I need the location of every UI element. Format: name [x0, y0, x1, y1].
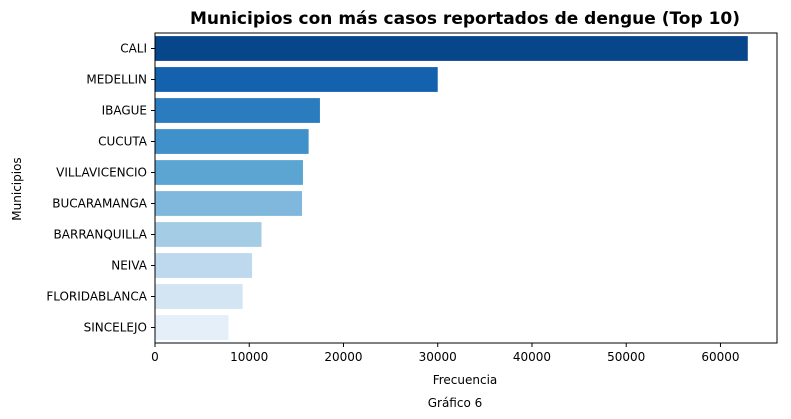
x-tick-label-20000: 20000: [324, 350, 362, 364]
y-tick-label-cucuta: CUCUTA: [98, 135, 148, 149]
plot-frame: [154, 32, 778, 344]
bar-sincelejo: [155, 315, 229, 340]
y-tick-label-neiva: NEIVA: [111, 259, 148, 273]
x-tick-label-50000: 50000: [607, 350, 645, 364]
figure-caption: Gráfico 6: [428, 396, 483, 410]
bar-floridablanca: [155, 284, 243, 309]
bar-medellin: [155, 67, 438, 92]
y-tick-label-ibague: IBAGUE: [102, 104, 147, 118]
bar-ibague: [155, 98, 320, 123]
x-tick-label-0: 0: [151, 350, 159, 364]
y-tick-label-cali: CALI: [120, 42, 147, 56]
y-tick-label-sincelejo: SINCELEJO: [84, 321, 147, 335]
y-tick-label-floridablanca: FLORIDABLANCA: [46, 290, 147, 304]
bar-cucuta: [155, 129, 309, 154]
bar-bucaramanga: [155, 191, 303, 216]
y-tick-label-bucaramanga: BUCARAMANGA: [52, 197, 148, 211]
chart-title: Municipios con más casos reportados de d…: [190, 9, 740, 29]
y-tick-label-medellin: MEDELLIN: [86, 73, 147, 87]
x-tick-label-10000: 10000: [230, 350, 268, 364]
y-tick-labels: CALI MEDELLIN IBAGUE CUCUTA VILLAVICENCIO BUC…: [46, 42, 155, 335]
x-tick-label-30000: 30000: [419, 350, 457, 364]
y-axis-label: Municipios: [10, 157, 24, 220]
bar-villavicencio: [155, 160, 303, 185]
bar-neiva: [155, 253, 253, 278]
x-tick-labels: 0 10000 20000 30000 40000 50000 60000: [151, 343, 740, 364]
x-tick-label-40000: 40000: [513, 350, 551, 364]
y-tick-label-barranquilla: BARRANQUILLA: [54, 228, 148, 242]
bar-barranquilla: [155, 222, 262, 247]
x-tick-label-60000: 60000: [701, 350, 739, 364]
bar-cali: [155, 36, 748, 61]
x-axis-label: Frecuencia: [433, 373, 498, 387]
y-tick-label-villavicencio: VILLAVICENCIO: [56, 166, 147, 180]
bars-layer: [155, 36, 748, 340]
